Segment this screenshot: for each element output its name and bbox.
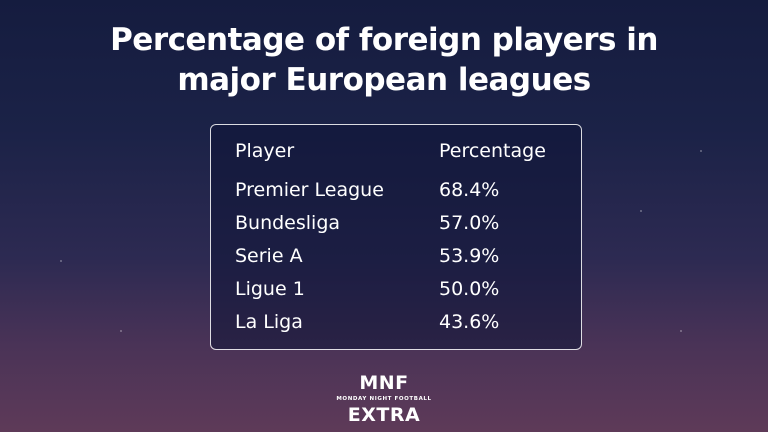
league-percentage: 57.0% [439, 212, 500, 234]
column-header-player: Player [235, 140, 295, 162]
league-percentage: 68.4% [439, 179, 500, 201]
table-header-row: Player Percentage [235, 135, 561, 167]
league-name: Serie A [235, 245, 303, 267]
page-title: Percentage of foreign players in major E… [0, 20, 768, 100]
title-line-2: major European leagues [177, 62, 591, 98]
data-table: Player Percentage Premier League 68.4% B… [210, 124, 582, 350]
league-name: La Liga [235, 311, 303, 333]
star-dot [640, 210, 642, 212]
league-percentage: 53.9% [439, 245, 500, 267]
league-percentage: 43.6% [439, 311, 500, 333]
table-row: Premier League 68.4% [235, 174, 561, 206]
title-line-1: Percentage of foreign players in [110, 22, 658, 58]
logo-extra: EXTRA [347, 404, 421, 426]
star-dot [60, 260, 62, 262]
league-percentage: 50.0% [439, 278, 500, 300]
league-name: Bundesliga [235, 212, 341, 234]
star-dot [700, 150, 702, 152]
column-header-percentage: Percentage [439, 140, 546, 162]
star-dot [680, 330, 682, 332]
table-row: Serie A 53.9% [235, 240, 561, 272]
star-dot [120, 330, 122, 332]
table-row: Ligue 1 50.0% [235, 273, 561, 305]
table-row: La Liga 43.6% [235, 306, 561, 338]
league-name: Premier League [235, 179, 384, 201]
league-name: Ligue 1 [235, 278, 305, 300]
logo-subtitle: MONDAY NIGHT FOOTBALL [336, 396, 432, 402]
logo-mnf: MNF [359, 372, 409, 394]
table-row: Bundesliga 57.0% [235, 207, 561, 239]
